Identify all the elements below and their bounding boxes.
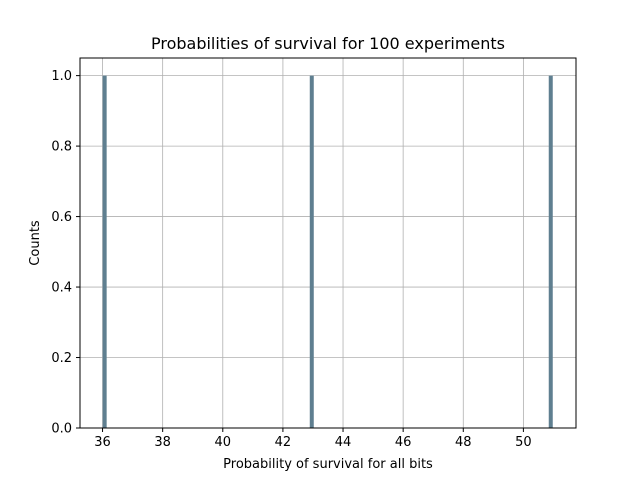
x-tick-label: 50 [515, 435, 532, 450]
bars [102, 75, 553, 428]
x-axis-label: Probability of survival for all bits [223, 457, 433, 472]
histogram-bar [102, 75, 107, 428]
x-tick-label: 38 [154, 435, 171, 450]
y-tick-label: 0.8 [51, 140, 72, 155]
x-tick-label: 42 [275, 435, 292, 450]
y-tick-label: 0.0 [51, 422, 72, 437]
x-tick-label: 46 [395, 435, 412, 450]
histogram-bar [548, 75, 553, 428]
y-tick-label: 0.6 [51, 210, 72, 225]
chart-title: Probabilities of survival for 100 experi… [151, 34, 505, 53]
grid-lines [80, 58, 576, 429]
y-tick-label: 0.4 [51, 281, 72, 296]
axis-ticks: 36 38 40 42 44 46 48 50 0.0 0.2 0.4 0.6 0.8 1.0 [51, 69, 531, 450]
x-tick-label: 40 [215, 435, 232, 450]
x-tick-label: 36 [94, 435, 111, 450]
y-tick-label: 1.0 [51, 69, 72, 84]
axes-frame [79, 57, 577, 429]
y-axis-label: Counts [28, 220, 43, 266]
x-tick-label: 44 [335, 435, 352, 450]
y-tick-label: 0.2 [51, 351, 72, 366]
histogram-bar [309, 75, 314, 428]
x-tick-label: 48 [455, 435, 472, 450]
